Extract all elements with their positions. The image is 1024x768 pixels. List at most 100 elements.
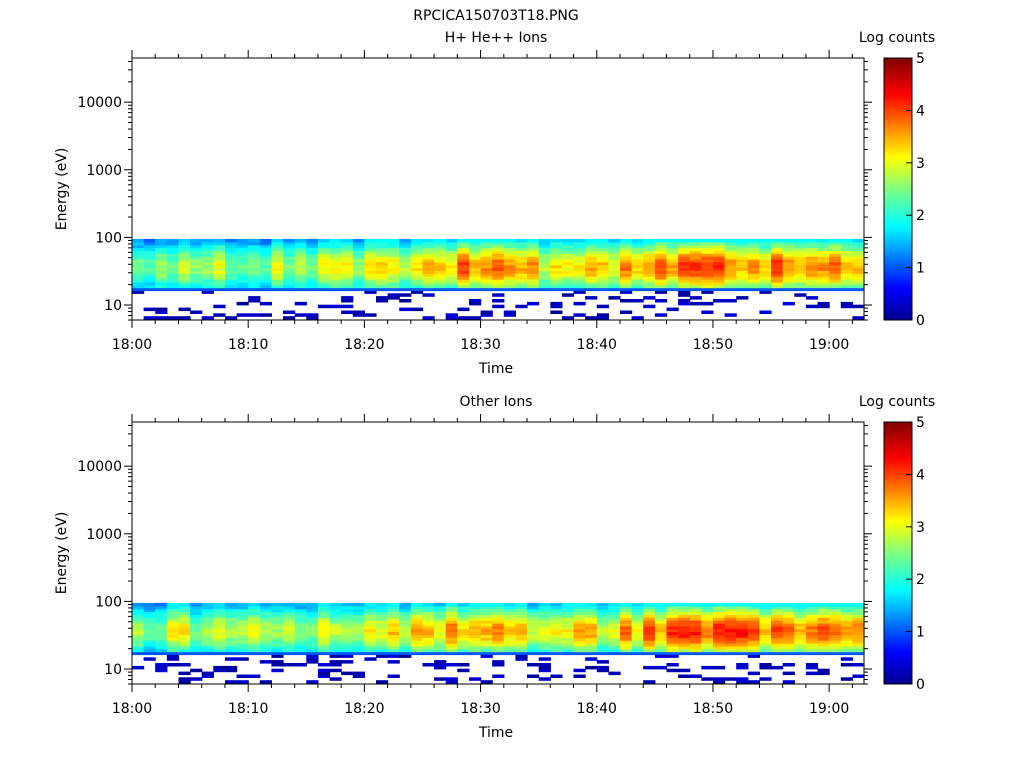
cell bbox=[538, 643, 551, 647]
cell bbox=[457, 253, 470, 257]
cell bbox=[132, 270, 145, 274]
cell bbox=[805, 238, 819, 243]
cell bbox=[561, 628, 575, 633]
cell bbox=[643, 634, 656, 638]
cell bbox=[132, 637, 145, 641]
cell bbox=[434, 241, 447, 246]
cell bbox=[132, 631, 145, 635]
cell bbox=[771, 241, 784, 246]
cell bbox=[341, 634, 354, 638]
cell bbox=[364, 290, 377, 294]
cell bbox=[771, 611, 784, 615]
cell bbox=[294, 643, 307, 647]
cell bbox=[631, 299, 644, 303]
cell bbox=[550, 270, 563, 274]
cell bbox=[829, 640, 842, 644]
cell bbox=[236, 625, 249, 630]
cell bbox=[306, 264, 319, 269]
x-tick-label: 18:00 bbox=[112, 701, 152, 717]
cell bbox=[829, 258, 842, 263]
cell bbox=[178, 241, 191, 246]
cell bbox=[387, 296, 400, 300]
cell bbox=[329, 608, 342, 613]
cell bbox=[143, 281, 156, 286]
cell bbox=[317, 617, 331, 621]
cell bbox=[631, 258, 644, 263]
cell bbox=[410, 279, 424, 283]
cell bbox=[561, 622, 575, 627]
cell bbox=[387, 261, 400, 266]
cell bbox=[561, 270, 575, 274]
cell bbox=[376, 645, 389, 650]
cell bbox=[329, 287, 342, 292]
cell bbox=[771, 617, 784, 621]
cell bbox=[771, 620, 784, 624]
cell bbox=[166, 602, 180, 607]
cell bbox=[817, 602, 830, 607]
cell bbox=[503, 270, 516, 274]
cell bbox=[817, 244, 830, 249]
cell bbox=[190, 631, 203, 635]
cell bbox=[492, 304, 505, 309]
cell bbox=[654, 620, 668, 624]
cell bbox=[225, 258, 238, 263]
cell bbox=[724, 299, 737, 303]
cell bbox=[620, 648, 633, 653]
cell bbox=[492, 276, 505, 280]
cell bbox=[236, 247, 249, 251]
cell bbox=[527, 605, 540, 610]
cell bbox=[341, 256, 354, 260]
cell bbox=[689, 296, 702, 300]
cell bbox=[143, 316, 156, 320]
cell bbox=[782, 250, 795, 254]
cell bbox=[713, 677, 726, 681]
cell bbox=[840, 637, 853, 641]
cell bbox=[283, 640, 296, 644]
cell bbox=[457, 273, 470, 277]
cell bbox=[852, 250, 865, 254]
cell bbox=[317, 279, 331, 283]
cell bbox=[166, 605, 180, 610]
cell bbox=[236, 261, 249, 266]
cell bbox=[689, 620, 702, 624]
cell bbox=[701, 276, 714, 280]
cell bbox=[399, 628, 412, 633]
x-axis-label: Time bbox=[478, 361, 513, 377]
cell bbox=[724, 640, 737, 644]
cell bbox=[434, 270, 447, 274]
cell bbox=[701, 645, 714, 650]
cell bbox=[422, 617, 435, 621]
colorbar-label: Log counts bbox=[859, 30, 935, 46]
cell bbox=[805, 270, 819, 274]
cell bbox=[736, 258, 749, 263]
cell bbox=[782, 253, 795, 257]
cell bbox=[747, 244, 760, 249]
cell bbox=[445, 253, 458, 257]
cell bbox=[236, 605, 249, 610]
colorbar-tick-label: 2 bbox=[916, 208, 925, 224]
cell bbox=[236, 238, 249, 243]
cell bbox=[341, 304, 354, 309]
cell bbox=[225, 634, 238, 638]
cell bbox=[759, 665, 772, 670]
cell bbox=[445, 640, 458, 644]
cell bbox=[608, 261, 621, 266]
cell bbox=[689, 253, 702, 257]
cell bbox=[306, 680, 319, 684]
cell bbox=[329, 267, 342, 271]
cell bbox=[213, 273, 226, 277]
cell bbox=[132, 645, 145, 650]
cell bbox=[399, 634, 412, 638]
cell bbox=[550, 608, 563, 613]
cell bbox=[747, 261, 760, 266]
cell bbox=[317, 631, 331, 635]
cell bbox=[538, 247, 551, 251]
cell bbox=[283, 281, 296, 286]
cell bbox=[713, 279, 726, 283]
cell bbox=[817, 301, 830, 306]
cell bbox=[631, 253, 644, 257]
cell bbox=[236, 279, 249, 283]
cell bbox=[643, 640, 656, 644]
cell bbox=[306, 284, 319, 289]
cell bbox=[561, 605, 575, 610]
